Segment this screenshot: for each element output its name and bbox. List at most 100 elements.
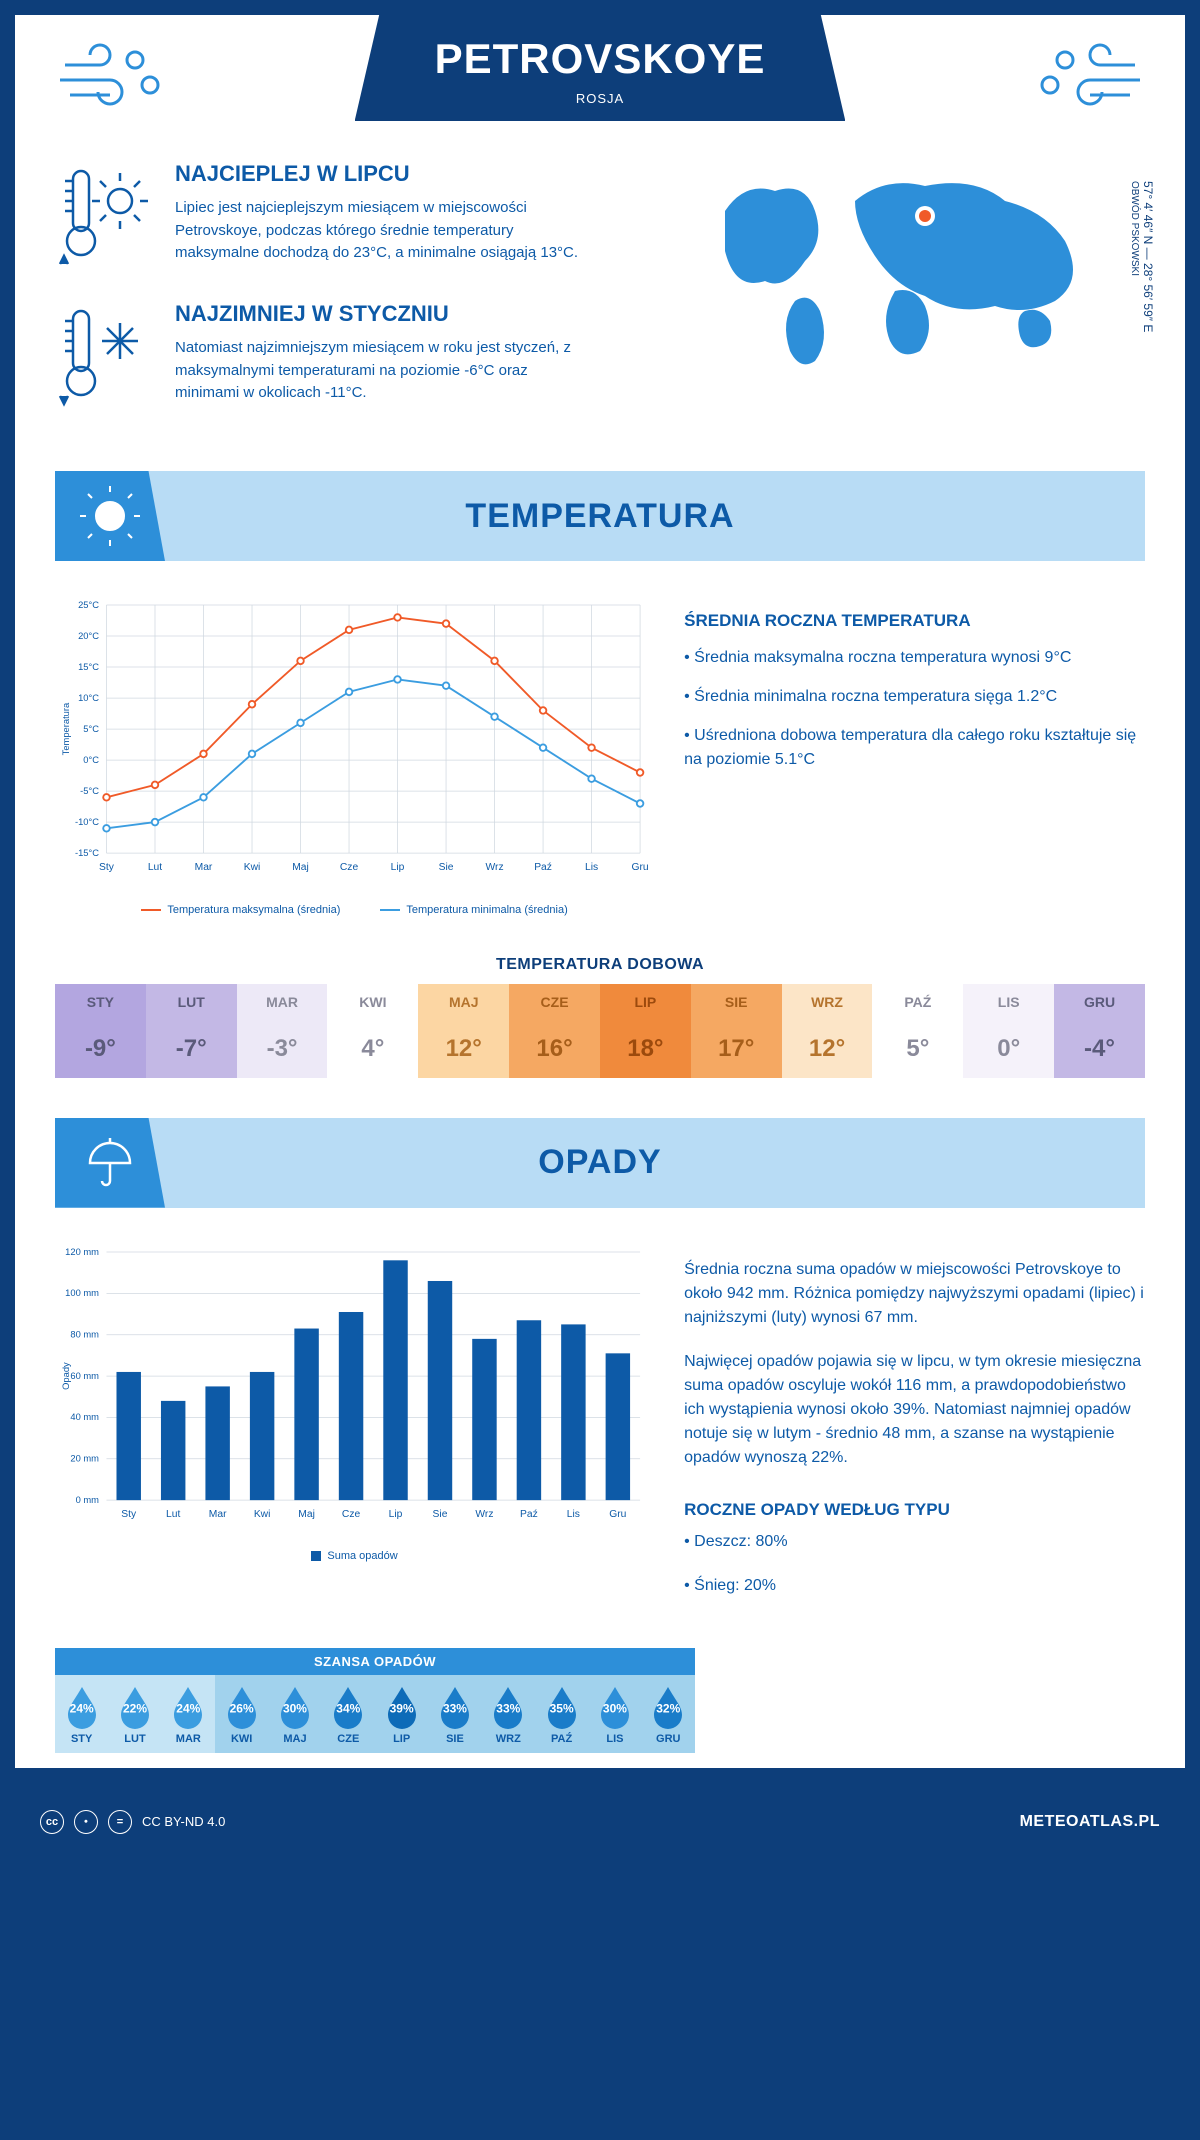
warmest-text: Lipiec jest najcieplejszym miesiącem w m… — [175, 197, 595, 265]
wind-icon-right — [1015, 35, 1145, 115]
country-label: ROSJA — [435, 91, 766, 106]
temp-header-text: TEMPERATURA — [55, 497, 1145, 536]
chance-cell: 34%CZE — [322, 1675, 375, 1753]
coord-lon: 28° 56′ 59″ E — [1141, 263, 1155, 332]
chance-cell: 24%MAR — [162, 1675, 215, 1753]
svg-text:Lut: Lut — [148, 862, 162, 873]
svg-text:Opady: Opady — [61, 1362, 71, 1390]
daily-cell: MAJ12° — [418, 984, 509, 1078]
svg-text:10°C: 10°C — [78, 693, 99, 703]
svg-text:120 mm: 120 mm — [65, 1246, 99, 1256]
warmest-title: NAJCIEPLEJ W LIPCU — [175, 161, 595, 187]
svg-text:40 mm: 40 mm — [70, 1412, 99, 1422]
temperature-chart: -15°C-10°C-5°C0°C5°C10°C15°C20°C25°CStyL… — [55, 591, 654, 916]
svg-text:60 mm: 60 mm — [70, 1370, 99, 1380]
temp-info-text: ŚREDNIA ROCZNA TEMPERATURA • Średnia mak… — [684, 591, 1145, 916]
svg-text:20°C: 20°C — [78, 631, 99, 641]
svg-text:Wrz: Wrz — [475, 1509, 493, 1520]
umbrella-icon — [80, 1133, 140, 1193]
daily-cell: SIE17° — [691, 984, 782, 1078]
svg-text:-10°C: -10°C — [75, 817, 99, 827]
svg-text:Mar: Mar — [195, 862, 213, 873]
precip-header-text: OPADY — [55, 1143, 1145, 1182]
precip-by-type-1: • Deszcz: 80% — [684, 1530, 1145, 1554]
temperature-section-header: TEMPERATURA — [55, 471, 1145, 561]
daily-temp-table: STY-9°LUT-7°MAR-3°KWI4°MAJ12°CZE16°LIP18… — [55, 984, 1145, 1078]
world-map-wrap: 57° 4′ 46″ N — 28° 56′ 59″ E OBWÓD PSKOW… — [695, 161, 1145, 441]
svg-text:Lis: Lis — [585, 862, 598, 873]
svg-text:0°C: 0°C — [83, 755, 99, 765]
daily-cell: LIS0° — [963, 984, 1054, 1078]
daily-cell: KWI4° — [327, 984, 418, 1078]
svg-text:25°C: 25°C — [78, 600, 99, 610]
svg-text:Paź: Paź — [534, 862, 552, 873]
coldest-block: NAJZIMNIEJ W STYCZNIU Natomiast najzimni… — [55, 301, 655, 411]
coldest-title: NAJZIMNIEJ W STYCZNIU — [175, 301, 595, 327]
thermometer-snow-icon — [55, 301, 155, 411]
svg-text:Maj: Maj — [292, 862, 309, 873]
svg-text:Maj: Maj — [298, 1509, 315, 1520]
chance-cell: 22%LUT — [108, 1675, 161, 1753]
precip-chart: 0 mm 20 mm 40 mm 60 mm 80 mm 100 mm 120 mm Sty L… — [55, 1238, 654, 1618]
location-title: PETROVSKOYE — [435, 35, 766, 83]
svg-text:5°C: 5°C — [83, 724, 99, 734]
chance-cell: 33%WRZ — [482, 1675, 535, 1753]
chance-title: SZANSA OPADÓW — [55, 1648, 695, 1675]
chance-cell: 32%GRU — [642, 1675, 695, 1753]
chance-cell: 30%LIS — [588, 1675, 641, 1753]
daily-cell: GRU-4° — [1054, 984, 1145, 1078]
svg-text:Kwi: Kwi — [244, 862, 261, 873]
svg-text:80 mm: 80 mm — [70, 1329, 99, 1339]
svg-text:20 mm: 20 mm — [70, 1453, 99, 1463]
svg-text:Wrz: Wrz — [486, 862, 504, 873]
avg-temp-title: ŚREDNIA ROCZNA TEMPERATURA — [684, 611, 1145, 631]
avg-temp-b2: • Średnia minimalna roczna temperatura s… — [684, 685, 1145, 709]
precip-para2: Najwięcej opadów pojawia się w lipcu, w … — [684, 1350, 1145, 1470]
legend-precip: Suma opadów — [311, 1550, 397, 1562]
coord-lat: 57° 4′ 46″ N — [1141, 181, 1155, 244]
avg-temp-b1: • Średnia maksymalna roczna temperatura … — [684, 646, 1145, 670]
svg-text:Mar: Mar — [209, 1509, 227, 1520]
svg-text:Paź: Paź — [520, 1509, 538, 1520]
svg-text:100 mm: 100 mm — [65, 1288, 99, 1298]
precip-info-text: Średnia roczna suma opadów w miejscowośc… — [684, 1238, 1145, 1618]
chance-cell: 35%PAŹ — [535, 1675, 588, 1753]
svg-text:Sty: Sty — [99, 862, 115, 873]
svg-text:Kwi: Kwi — [254, 1509, 271, 1520]
precip-para1: Średnia roczna suma opadów w miejscowośc… — [684, 1258, 1145, 1330]
title-banner: PETROVSKOYE ROSJA — [355, 15, 846, 121]
svg-text:0 mm: 0 mm — [76, 1494, 100, 1504]
cc-icon: cc — [40, 1810, 64, 1834]
svg-text:Lis: Lis — [567, 1509, 580, 1520]
sun-icon — [80, 486, 140, 546]
svg-text:Sty: Sty — [121, 1509, 137, 1520]
daily-cell: LIP18° — [600, 984, 691, 1078]
daily-cell: MAR-3° — [237, 984, 328, 1078]
chance-cell: 39%LIP — [375, 1675, 428, 1753]
by-icon: 🞄 — [74, 1810, 98, 1834]
legend-max: Temperatura maksymalna (średnia) — [141, 904, 340, 916]
coord-region: OBWÓD PSKOWSKI — [1129, 181, 1140, 276]
daily-cell: CZE16° — [509, 984, 600, 1078]
license-text: CC BY-ND 4.0 — [142, 1814, 225, 1829]
svg-text:Lip: Lip — [391, 862, 405, 873]
info-row: NAJCIEPLEJ W LIPCU Lipiec jest najcieple… — [15, 131, 1185, 471]
coldest-text: Natomiast najzimniejszym miesiącem w rok… — [175, 337, 595, 405]
svg-text:Cze: Cze — [340, 862, 359, 873]
svg-text:Cze: Cze — [342, 1509, 361, 1520]
daily-temp-title: TEMPERATURA DOBOWA — [15, 956, 1185, 974]
svg-text:Lut: Lut — [166, 1509, 180, 1520]
warmest-block: NAJCIEPLEJ W LIPCU Lipiec jest najcieple… — [55, 161, 655, 271]
nd-icon: = — [108, 1810, 132, 1834]
svg-text:Sie: Sie — [439, 862, 454, 873]
svg-text:Gru: Gru — [609, 1509, 626, 1520]
chance-of-precip: SZANSA OPADÓW 24%STY22%LUT24%MAR26%KWI30… — [55, 1648, 695, 1753]
daily-cell: STY-9° — [55, 984, 146, 1078]
daily-cell: PAŹ5° — [872, 984, 963, 1078]
thermometer-sun-icon — [55, 161, 155, 271]
svg-text:-5°C: -5°C — [80, 786, 99, 796]
svg-text:Lip: Lip — [389, 1509, 403, 1520]
brand-text: METEOATLAS.PL — [1020, 1813, 1160, 1831]
world-map-icon — [695, 161, 1105, 381]
footer: cc 🞄 = CC BY-ND 4.0 METEOATLAS.PL — [15, 1798, 1185, 1846]
